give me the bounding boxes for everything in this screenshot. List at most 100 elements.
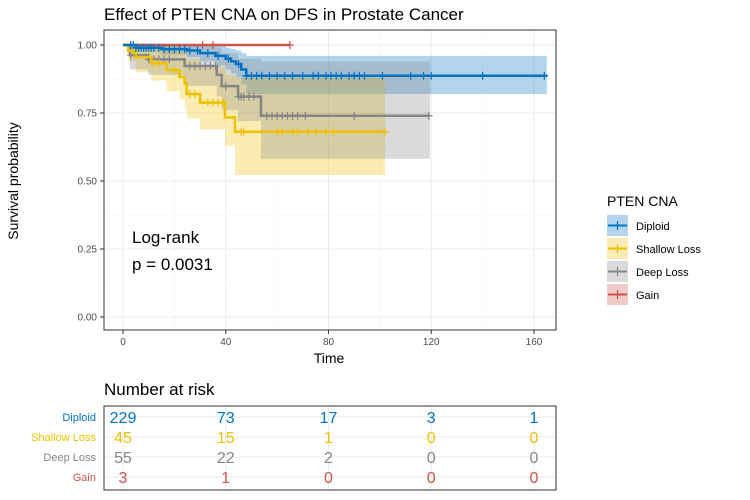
censor-mark-deep-loss (211, 61, 220, 70)
risk-count: 0 (530, 450, 539, 467)
legend-label: Shallow Loss (636, 244, 701, 256)
censor-mark-shallow-loss (381, 127, 390, 136)
risk-row-label: Diploid (62, 412, 96, 424)
risk-count: 15 (217, 430, 235, 447)
censor-mark-diploid (154, 43, 163, 52)
risk-row-label: Gain (73, 472, 96, 484)
risk-table-title: Number at risk (104, 380, 215, 399)
censor-mark-diploid (280, 71, 289, 80)
risk-count: 0 (530, 430, 539, 447)
pvalue-label: p = 0.0031 (132, 255, 213, 274)
censor-mark-deep-loss (221, 82, 230, 91)
censor-mark-diploid (406, 71, 415, 80)
censor-mark-diploid (337, 71, 346, 80)
x-tick-label: 0 (120, 337, 126, 348)
x-tick-label: 80 (323, 337, 335, 348)
censor-mark-diploid (185, 46, 194, 55)
censor-mark-shallow-loss (329, 127, 338, 136)
censor-mark-shallow-loss (170, 66, 179, 75)
censor-mark-deep-loss (350, 111, 359, 120)
legend-label: Gain (636, 290, 659, 302)
ci-band-shallow-loss (123, 45, 386, 176)
risk-count: 22 (217, 450, 235, 467)
risk-count: 2 (324, 450, 333, 467)
censor-mark-gain (285, 41, 294, 49)
risk-count: 0 (427, 450, 436, 467)
censor-mark-diploid (224, 54, 233, 63)
censor-mark-diploid (234, 60, 243, 69)
censor-mark-shallow-loss (219, 98, 228, 107)
censor-mark-shallow-loss (278, 127, 287, 136)
risk-table-border (103, 405, 557, 491)
risk-count: 0 (427, 430, 436, 447)
survival-curve-shallow-loss (123, 43, 386, 134)
censor-mark-diploid (419, 71, 428, 80)
risk-count: 0 (324, 470, 333, 487)
risk-count: 1 (530, 410, 539, 427)
risk-count: 229 (110, 410, 137, 427)
y-tick-label: 0.25 (78, 245, 98, 256)
x-tick-label: 40 (220, 337, 232, 348)
censor-mark-diploid (214, 51, 223, 60)
censor-mark-deep-loss (126, 51, 135, 60)
censor-mark-diploid (360, 71, 369, 80)
risk-row-label: Deep Loss (43, 452, 96, 464)
logrank-label: Log-rank (132, 228, 200, 247)
risk-count: 0 (427, 470, 436, 487)
censor-mark-diploid (288, 71, 297, 80)
censor-mark-diploid (478, 71, 487, 80)
risk-table-panel (104, 406, 556, 490)
ci-band-deep-loss (123, 45, 430, 159)
plot-panel (104, 30, 556, 330)
y-axis-label: Survival probability (5, 122, 21, 240)
y-tick-label: 1.00 (78, 41, 98, 52)
y-tick-label: 0.00 (78, 313, 98, 324)
censor-mark-gain (198, 41, 207, 49)
risk-count: 3 (119, 470, 128, 487)
censor-mark-diploid (378, 71, 387, 80)
censor-mark-diploid (257, 71, 266, 80)
risk-count: 73 (217, 410, 235, 427)
risk-count: 1 (324, 430, 333, 447)
censor-mark-shallow-loss (190, 89, 199, 98)
ci-band-diploid (123, 45, 547, 94)
x-tick-label: 120 (423, 337, 440, 348)
censor-mark-deep-loss (165, 55, 174, 64)
censor-mark-diploid (314, 71, 323, 80)
censor-mark-diploid (540, 71, 549, 80)
censor-mark-gain (208, 41, 217, 49)
risk-count: 1 (221, 470, 230, 487)
censor-mark-diploid (298, 71, 307, 80)
censor-mark-shallow-loss (293, 127, 302, 136)
censor-mark-deep-loss (301, 111, 310, 120)
censor-mark-shallow-loss (154, 59, 163, 68)
censor-mark-diploid (193, 46, 202, 55)
risk-count: 55 (114, 450, 132, 467)
censor-mark-deep-loss (250, 92, 259, 101)
risk-count: 0 (530, 470, 539, 487)
censor-mark-diploid (265, 71, 274, 80)
risk-row-label: Shallow Loss (31, 432, 96, 444)
censor-mark-deep-loss (424, 111, 433, 120)
x-axis-label: Time (314, 350, 345, 366)
censor-mark-shallow-loss (239, 127, 248, 136)
y-tick-label: 0.50 (78, 177, 98, 188)
risk-count: 17 (320, 410, 338, 427)
risk-count: 45 (114, 430, 132, 447)
censor-mark-shallow-loss (321, 127, 330, 136)
legend-title: PTEN CNA (607, 193, 678, 209)
censor-mark-diploid (273, 71, 282, 80)
legend-label: Diploid (636, 221, 670, 233)
legend-label: Deep Loss (636, 267, 689, 279)
censor-mark-diploid (180, 45, 189, 54)
y-tick-label: 0.75 (78, 109, 98, 120)
chart-title: Effect of PTEN CNA on DFS in Prostate Ca… (104, 5, 464, 24)
censor-mark-shallow-loss (303, 127, 312, 136)
censor-mark-diploid (203, 49, 212, 58)
risk-count: 3 (427, 410, 436, 427)
censor-mark-deep-loss (293, 111, 302, 120)
plot-border (103, 29, 557, 331)
x-tick-label: 160 (526, 337, 543, 348)
